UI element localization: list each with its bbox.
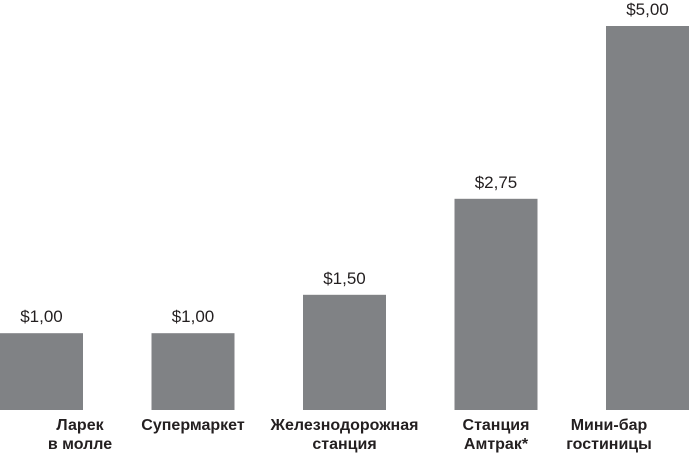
value-label: $5,00	[626, 0, 669, 19]
bar	[454, 198, 538, 410]
category-label: Супермаркет	[141, 417, 245, 434]
value-label: $1,50	[323, 268, 366, 288]
bar	[606, 26, 689, 410]
bar	[303, 294, 386, 410]
value-label: $1,00	[20, 307, 63, 327]
category-label: Станция Амтрак*	[462, 417, 530, 453]
value-label: $1,00	[171, 307, 215, 327]
value-label: $2,75	[474, 172, 518, 192]
category-label: Мини-бар гостиницы	[566, 417, 652, 453]
bar	[151, 333, 235, 410]
category-label: Ларек в молле	[47, 417, 113, 453]
bar	[0, 333, 83, 410]
category-label: Железнодорожная станция	[270, 417, 419, 453]
